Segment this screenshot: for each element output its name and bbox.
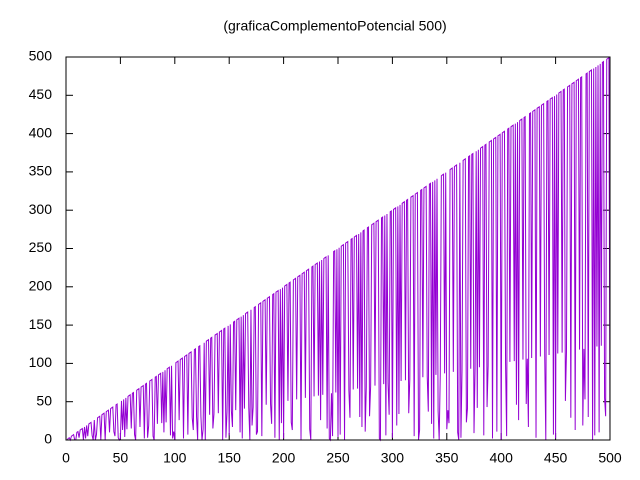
x-tick-label: 50 xyxy=(113,450,129,466)
chart-title: (graficaComplementoPotencial 500) xyxy=(223,18,446,34)
x-tick-label: 350 xyxy=(435,450,459,466)
y-tick-label: 200 xyxy=(29,278,53,294)
x-tick-label: 150 xyxy=(218,450,242,466)
data-line xyxy=(66,56,611,442)
x-tick-label: 0 xyxy=(62,450,70,466)
y-tick-label: 350 xyxy=(29,163,53,179)
y-tick-label: 50 xyxy=(36,392,52,408)
x-tick-label: 250 xyxy=(326,450,350,466)
x-tick-label: 100 xyxy=(163,450,187,466)
x-tick-label: 450 xyxy=(544,450,568,466)
y-tick-label: 450 xyxy=(29,86,53,102)
y-tick-label: 300 xyxy=(29,201,53,217)
y-tick-label: 150 xyxy=(29,316,53,332)
y-tick-label: 400 xyxy=(29,124,53,140)
plot-frame xyxy=(65,56,611,441)
x-tick-label: 200 xyxy=(272,450,296,466)
y-tick-label: 0 xyxy=(44,431,52,447)
y-tick-label: 100 xyxy=(29,354,53,370)
y-tick-label: 500 xyxy=(29,48,53,64)
y-tick-label: 250 xyxy=(29,239,53,255)
x-tick-label: 500 xyxy=(598,450,622,466)
x-tick-label: 300 xyxy=(381,450,405,466)
x-tick-label: 400 xyxy=(490,450,514,466)
